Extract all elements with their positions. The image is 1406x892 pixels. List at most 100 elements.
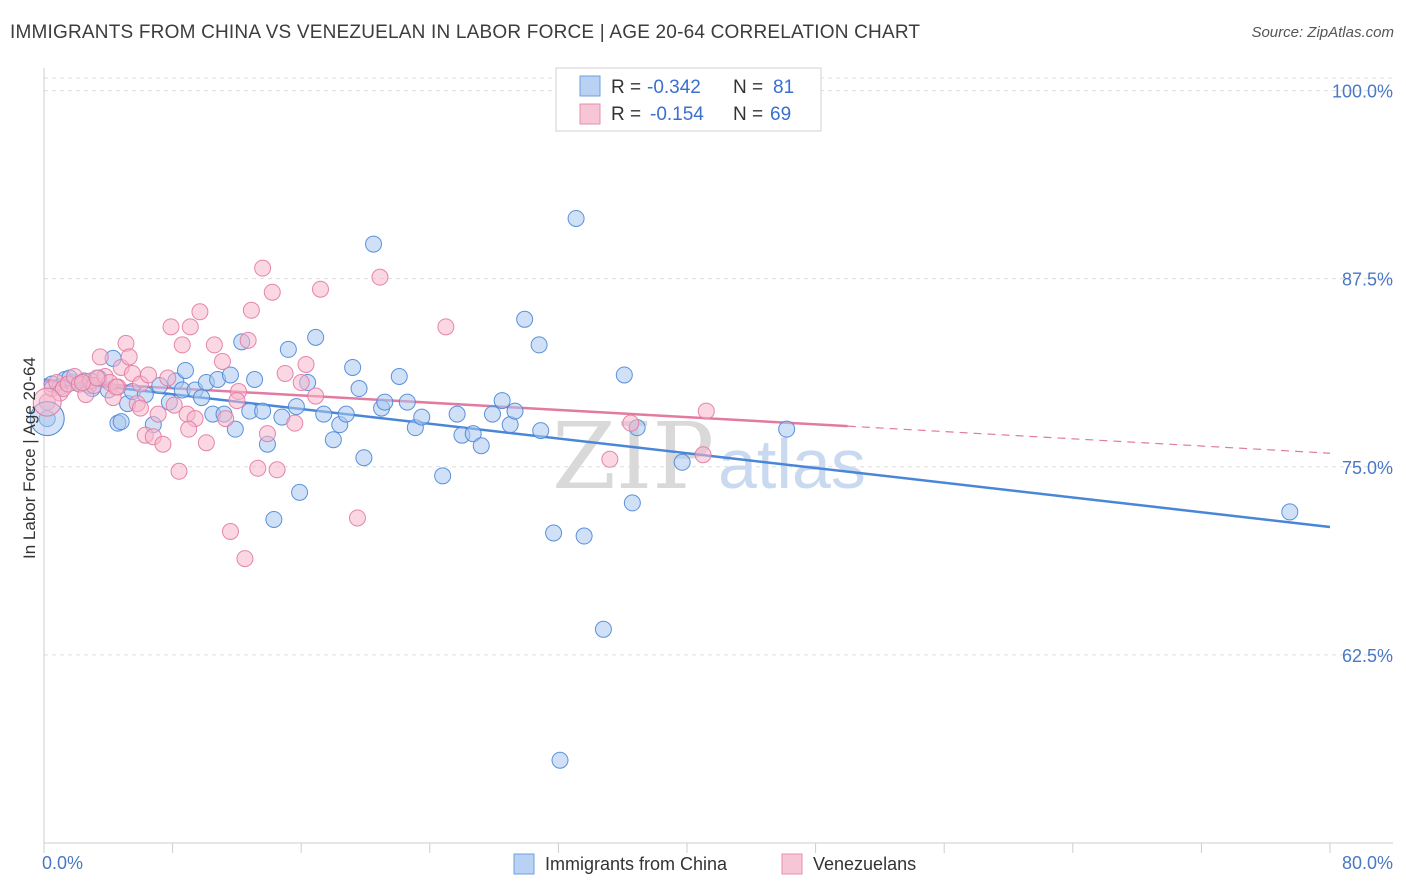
point-china — [365, 235, 383, 253]
watermark-atlas: atlas — [718, 425, 866, 503]
point-venezuelan — [149, 405, 167, 423]
legend-swatch-venezuelan — [579, 103, 601, 125]
point-venezuelan — [180, 420, 198, 438]
point-venezuelan — [694, 446, 712, 464]
point-venezuelan — [249, 459, 267, 477]
legend-n-value-venezuelan: 69 — [770, 104, 791, 125]
chart-title: IMMIGRANTS FROM CHINA VS VENEZUELAN IN L… — [10, 22, 921, 43]
point-venezuelan — [228, 392, 246, 410]
point-china — [464, 425, 482, 443]
point-venezuelan — [268, 461, 286, 479]
point-venezuelan — [74, 374, 92, 392]
y-tick-label: 100.0% — [1332, 82, 1393, 102]
point-venezuelan — [297, 355, 315, 373]
bottom-legend-swatch-venezuelan — [781, 853, 803, 875]
y-tick-label: 62.5% — [1342, 646, 1393, 666]
point-venezuelan — [236, 550, 254, 568]
point-venezuelan — [221, 522, 239, 540]
point-venezuelan — [697, 402, 715, 420]
point-venezuelan — [139, 366, 157, 384]
point-china — [575, 527, 593, 545]
y-axis-label: In Labor Force | Age 20-64 — [20, 357, 39, 559]
y-tick-label: 75.0% — [1342, 458, 1393, 478]
point-china — [778, 420, 796, 438]
point-china — [472, 437, 490, 455]
point-china — [551, 751, 569, 769]
point-venezuelan — [165, 396, 183, 414]
point-venezuelan — [258, 425, 276, 443]
x-tick-label-min: 0.0% — [42, 853, 83, 873]
point-china — [355, 449, 373, 467]
point-china — [398, 393, 416, 411]
point-venezuelan — [276, 364, 294, 382]
point-venezuelan — [242, 301, 260, 319]
legend-n-value-china: 81 — [773, 77, 794, 98]
x-tick-label-max: 80.0% — [1342, 853, 1393, 873]
bottom-legend: Immigrants from China Venezuelans — [513, 853, 916, 875]
point-venezuelan — [254, 259, 272, 277]
legend-swatch-china — [579, 75, 601, 97]
point-china — [532, 422, 550, 440]
legend-r-value-china: -0.342 — [647, 77, 701, 98]
point-china — [324, 431, 342, 449]
legend-n-label-venezuelan: N = — [733, 104, 763, 125]
point-venezuelan — [239, 331, 257, 349]
point-china — [337, 405, 355, 423]
point-venezuelan — [159, 369, 177, 387]
bottom-legend-label-china: Immigrants from China — [545, 854, 728, 874]
point-china — [594, 620, 612, 638]
point-china — [376, 393, 394, 411]
point-venezuelan — [91, 348, 109, 366]
point-venezuelan — [191, 303, 209, 321]
point-china — [221, 366, 239, 384]
point-china — [567, 209, 585, 227]
point-china — [1281, 503, 1299, 521]
point-china — [493, 392, 511, 410]
point-venezuelan — [307, 387, 325, 405]
legend-box: R = -0.342 N = 81 R = -0.154 N = 69 — [555, 67, 822, 132]
point-venezuelan — [181, 318, 199, 336]
point-venezuelan — [311, 280, 329, 298]
grid-lines — [44, 77, 1393, 656]
point-china — [434, 467, 452, 485]
point-venezuelan — [217, 410, 235, 428]
point-china — [344, 358, 362, 376]
data-points — [29, 209, 1299, 769]
point-venezuelan — [286, 414, 304, 432]
point-china — [673, 453, 691, 471]
point-china — [623, 494, 641, 512]
point-china — [390, 367, 408, 385]
point-china — [448, 405, 466, 423]
chart-source: Source: ZipAtlas.com — [1251, 24, 1394, 41]
point-venezuelan — [120, 348, 138, 366]
point-china — [350, 380, 368, 398]
point-china — [254, 402, 272, 420]
y-tick-label: 87.5% — [1342, 270, 1393, 290]
point-venezuelan — [162, 318, 180, 336]
point-china — [307, 328, 325, 346]
point-china — [516, 310, 534, 328]
point-venezuelan — [622, 414, 640, 432]
point-china — [112, 413, 130, 431]
legend-r-label-china: R = — [611, 77, 641, 98]
point-china — [615, 366, 633, 384]
point-venezuelan — [292, 374, 310, 392]
point-venezuelan — [170, 462, 188, 480]
point-china — [291, 483, 309, 501]
point-venezuelan — [197, 434, 215, 452]
point-venezuelan — [348, 509, 366, 527]
point-china — [193, 389, 211, 407]
point-venezuelan — [213, 352, 231, 370]
point-china — [545, 524, 563, 542]
trend-line-venezuelan-extension — [847, 425, 1331, 454]
point-china — [287, 398, 305, 416]
legend-r-label-venezuelan: R = — [611, 104, 641, 125]
point-venezuelan — [88, 369, 106, 387]
legend-n-label-china: N = — [733, 77, 763, 98]
point-venezuelan — [601, 450, 619, 468]
bottom-legend-label-venezuelan: Venezuelans — [813, 854, 916, 874]
point-china — [265, 510, 283, 528]
point-china — [246, 371, 264, 389]
point-venezuelan — [107, 378, 125, 396]
